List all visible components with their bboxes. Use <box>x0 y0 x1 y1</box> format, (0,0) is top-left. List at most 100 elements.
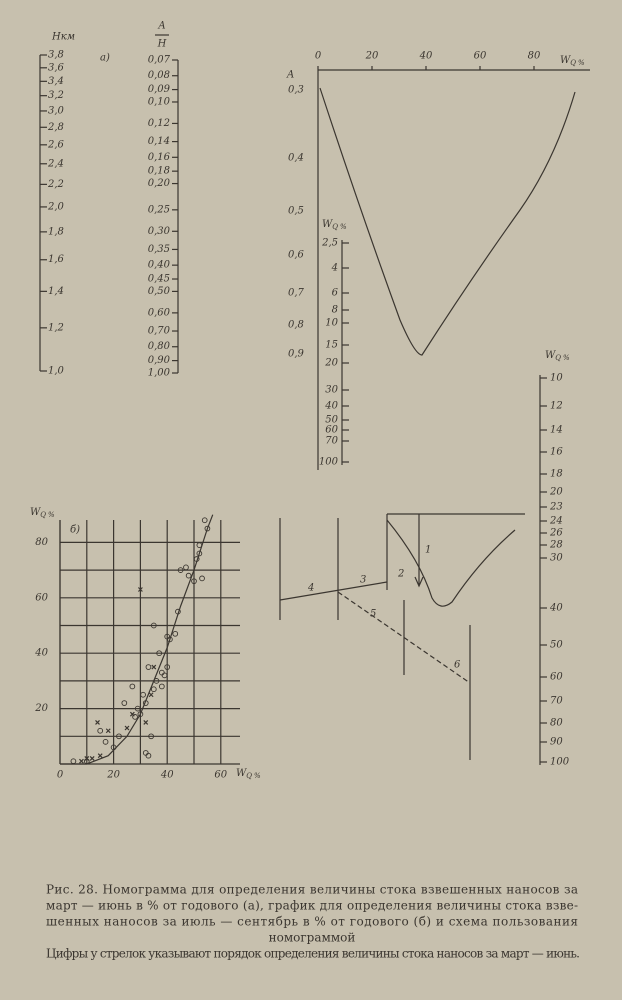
right-tick-label: 20 <box>549 487 563 498</box>
circle-point <box>145 752 152 759</box>
wq-label: WQ% <box>560 55 585 68</box>
inner-tick-label: 70 <box>325 436 338 447</box>
wq-unit: % <box>578 59 585 67</box>
a-tick-label: 0,7 <box>288 288 305 299</box>
h-tick-label: 1,4 <box>48 286 64 297</box>
x-tick-label: 40 <box>419 51 433 62</box>
wq-label: WQ% <box>236 768 261 781</box>
right-tick-label: 24 <box>549 516 563 527</box>
a-tick-label: 0,5 <box>288 206 304 217</box>
caption-line: март — июнь в % от годового (а), график … <box>46 899 578 913</box>
caption-line: шенных наносов за июль — сентябрь в % от… <box>46 915 578 929</box>
wq-symbol: W <box>560 55 571 66</box>
schema-step: 2 <box>397 569 404 580</box>
circle-point <box>140 691 146 698</box>
wq-symbol: W <box>30 507 41 518</box>
wq-subscript: Q <box>332 223 338 231</box>
a-tick-label: 0,9 <box>288 349 305 360</box>
a-tick-label: 0,3 <box>288 85 304 96</box>
ah-tick-label: 0,30 <box>148 226 171 237</box>
right-tick-label: 10 <box>550 373 563 384</box>
h-tick-label: 1,2 <box>48 322 64 333</box>
x-tick-label: 20 <box>365 51 379 62</box>
h-tick-label: 3,0 <box>48 105 65 116</box>
circle-point <box>134 705 141 712</box>
circle-point <box>145 664 152 670</box>
right-tick-label: 70 <box>550 696 563 707</box>
inner-tick-label: 4 <box>331 263 338 274</box>
right-tick-label: 26 <box>549 528 563 539</box>
caption-note: Цифры у стрелок указывают порядок опреде… <box>46 947 580 961</box>
right-tick-label: 28 <box>549 540 563 551</box>
ah-tick-label: 0,35 <box>148 244 170 255</box>
ah-tick-label: 1,00 <box>148 368 171 379</box>
x-tick-label: 0 <box>57 770 64 781</box>
x-tick-label: 40 <box>160 770 174 781</box>
cross-point <box>105 728 111 734</box>
inner-tick-label: 50 <box>325 415 338 426</box>
y-tick-label: 40 <box>34 648 48 659</box>
top-curve <box>319 87 576 356</box>
figure-b-label: б) <box>70 525 80 536</box>
h-tick-label: 3,6 <box>48 62 65 73</box>
inner-tick-label: 60 <box>325 425 338 436</box>
circle-point <box>183 564 189 571</box>
a-title: A <box>286 70 294 81</box>
circle-point <box>199 575 205 582</box>
ah-tick-label: 0,18 <box>148 166 170 177</box>
h-tick-label: 3,8 <box>48 50 64 61</box>
circle-point <box>172 630 179 637</box>
caption-line: номограммой <box>269 931 356 945</box>
circle-point <box>132 714 138 720</box>
wq-subscript: Q <box>570 59 576 67</box>
ah-tick-label: 0,10 <box>148 96 171 107</box>
h-tick-label: 2,8 <box>47 122 64 133</box>
schema-step: 6 <box>454 660 461 671</box>
circle-point <box>102 738 109 745</box>
ah-tick-label: 0,16 <box>148 152 171 163</box>
circle-point <box>196 550 203 557</box>
schema-step: 1 <box>425 545 431 556</box>
cross-point <box>97 753 103 759</box>
wq-symbol: W <box>322 219 333 230</box>
ah-tick-label: 0,40 <box>148 260 171 271</box>
x-tick-label: 0 <box>315 51 322 62</box>
ah-tick-label: 0,80 <box>148 341 171 352</box>
y-tick-label: 20 <box>34 703 48 714</box>
y-tick-label: 80 <box>35 537 48 548</box>
cross-point <box>148 692 154 698</box>
wq-label: WQ% <box>30 507 55 520</box>
wq-symbol: W <box>236 768 247 779</box>
circle-point <box>158 683 165 690</box>
right-tick-label: 100 <box>550 757 570 768</box>
ah-tick-label: 0,14 <box>148 136 170 147</box>
schema-step: 5 <box>370 609 376 620</box>
ah-numerator: A <box>157 21 165 32</box>
circle-point <box>177 567 184 573</box>
right-tick-label: 60 <box>550 672 563 683</box>
schema-step: 3 <box>360 575 366 586</box>
right-tick-label: 30 <box>550 553 563 564</box>
x-tick-label: 80 <box>528 51 541 62</box>
a-tick-label: 0,8 <box>288 320 304 331</box>
right-tick-label: 18 <box>550 469 563 480</box>
fit-curve <box>60 514 214 765</box>
wq-subscript: Q <box>555 354 561 362</box>
a-tick-label: 0,4 <box>288 153 304 164</box>
right-tick-label: 12 <box>550 401 563 412</box>
cross-point <box>89 756 95 761</box>
circle-point <box>137 711 144 717</box>
right-tick-label: 14 <box>550 425 563 436</box>
cross-point <box>137 587 143 592</box>
h-tick-label: 2,6 <box>47 139 65 150</box>
schema-step: 4 <box>307 583 314 594</box>
h-tick-label: 1,8 <box>48 226 64 237</box>
right-tick-label: 40 <box>549 603 563 614</box>
wq-symbol: W <box>545 350 556 361</box>
ah-tick-label: 0,50 <box>148 286 171 297</box>
ah-tick-label: 0,60 <box>148 307 171 318</box>
wq-subscript: Q <box>246 772 252 780</box>
wq-unit: % <box>48 511 55 519</box>
cross-point <box>143 720 149 725</box>
